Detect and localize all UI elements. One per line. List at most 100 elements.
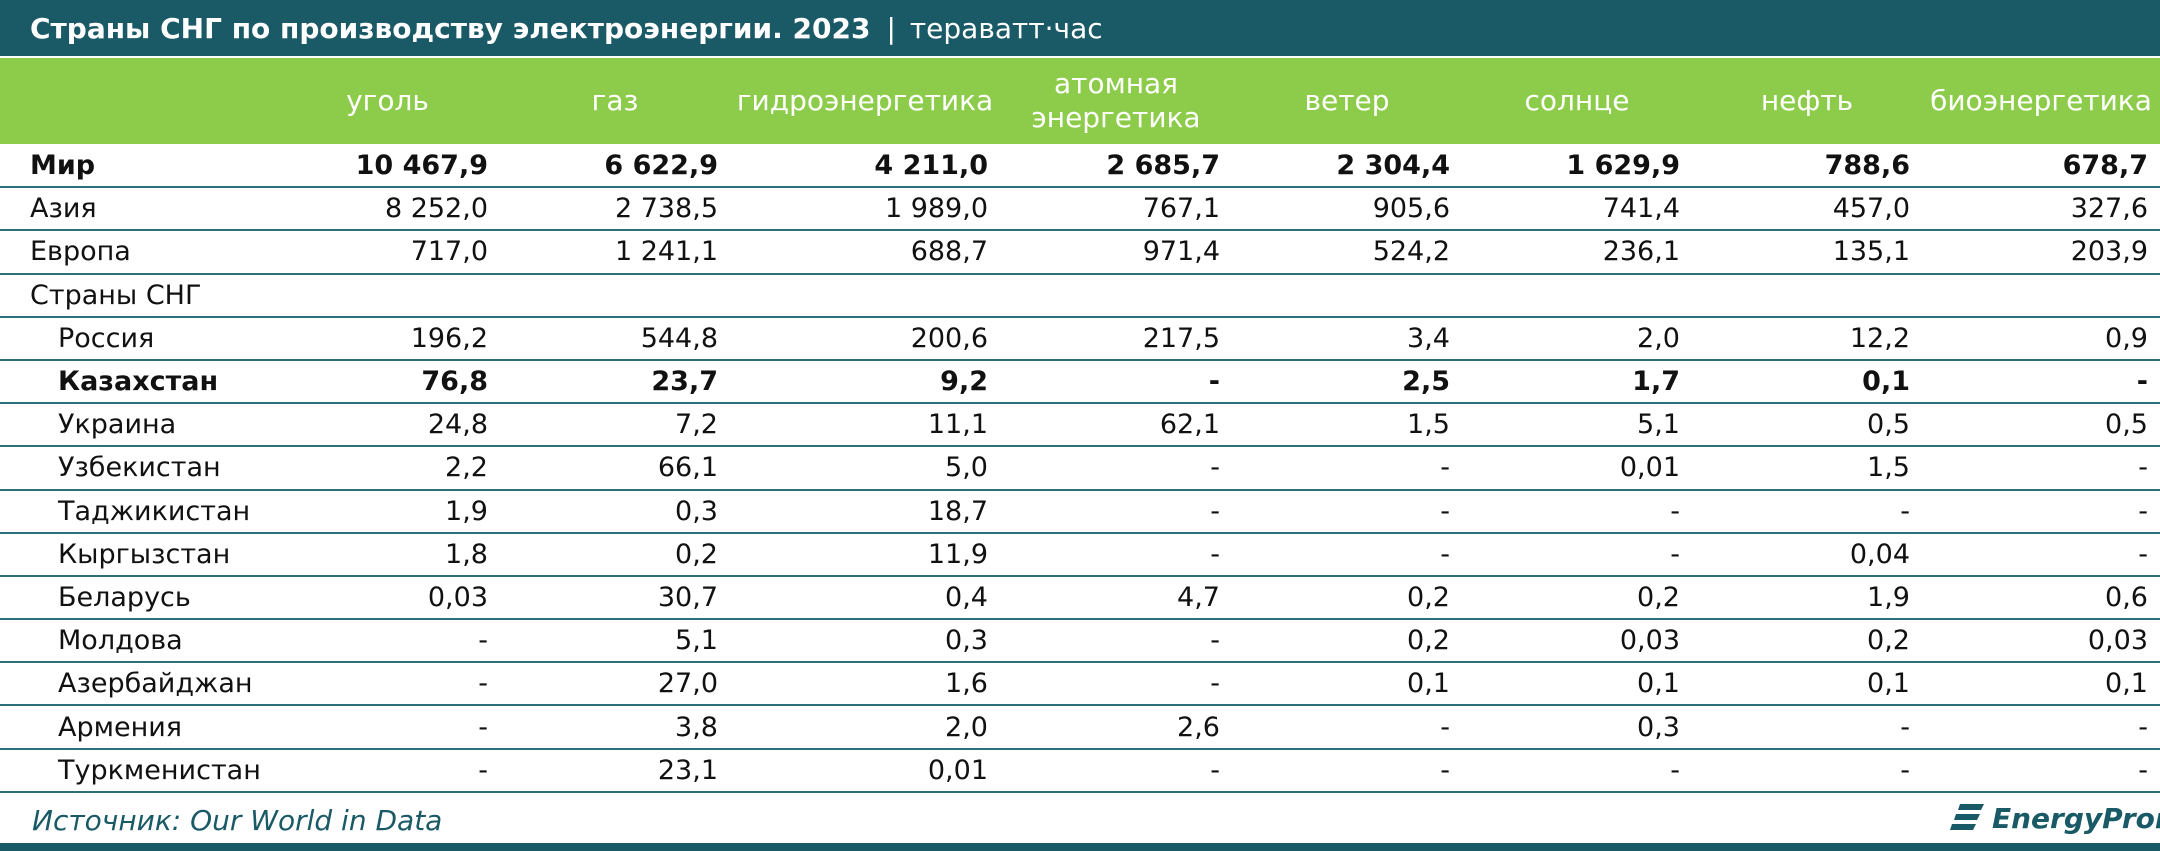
cell-wind — [1232, 273, 1462, 318]
data-table: Мир 10 467,9 6 622,9 4 211,0 2 685,7 2 304,4 1… — [0, 144, 2160, 793]
cell-nuclear: - — [1000, 619, 1232, 664]
cell-hydro: 1 989,0 — [730, 187, 1000, 232]
cell-coal: 1,8 — [275, 532, 500, 577]
cell-oil: 788,6 — [1692, 144, 1922, 189]
cell-oil: 0,1 — [1692, 359, 1922, 405]
row-label: Молдова — [0, 619, 275, 664]
cell-wind: 0,2 — [1232, 619, 1462, 664]
cell-nuclear: 217,5 — [1000, 316, 1232, 361]
cell-nuclear: - — [1000, 748, 1232, 793]
cell-wind: - — [1232, 748, 1462, 793]
column-header-hydro: гидроэнергетика — [736, 84, 994, 117]
title-bar: Страны СНГ по производству электроэнерги… — [0, 0, 2160, 56]
cell-nuclear: 2 685,7 — [1000, 144, 1232, 189]
column-header-coal: уголь — [346, 84, 429, 117]
cell-gas: 2 738,5 — [500, 187, 730, 232]
cell-coal — [275, 273, 500, 318]
cell-solar: 0,01 — [1462, 446, 1692, 491]
cell-solar: 1,7 — [1462, 359, 1692, 405]
cell-solar: 5,1 — [1462, 403, 1692, 448]
cell-wind: 2,5 — [1232, 359, 1462, 405]
cell-bio: 327,6 — [1922, 187, 2160, 232]
cell-gas: 0,2 — [500, 532, 730, 577]
cell-nuclear: - — [1000, 532, 1232, 577]
row-label: Европа — [0, 230, 275, 275]
row-label: Казахстан — [0, 359, 275, 405]
cell-bio: 678,7 — [1922, 144, 2160, 189]
cell-solar: 741,4 — [1462, 187, 1692, 232]
logo-text: EnergyProm — [1992, 801, 2160, 835]
cell-nuclear: 62,1 — [1000, 403, 1232, 448]
cell-hydro: 0,4 — [730, 575, 1000, 621]
cell-hydro: 0,3 — [730, 619, 1000, 664]
column-header-wind: ветер — [1304, 84, 1390, 117]
cell-nuclear: - — [1000, 662, 1232, 707]
cell-oil — [1692, 273, 1922, 318]
cell-nuclear: - — [1000, 359, 1232, 405]
cell-gas: 3,8 — [500, 705, 730, 750]
cell-solar: 0,1 — [1462, 662, 1692, 707]
cell-oil: 0,5 — [1692, 403, 1922, 448]
source-note: Источник: Our World in Data — [32, 804, 443, 837]
energyprom-logo-icon — [1950, 804, 1984, 830]
cell-nuclear: 767,1 — [1000, 187, 1232, 232]
cell-coal: 76,8 — [275, 359, 500, 405]
title-unit: тераватт·час — [909, 11, 1103, 45]
cell-bio — [1922, 273, 2160, 318]
energyprom-logo: EnergyProm — [1950, 800, 2160, 836]
cell-bio: 0,6 — [1922, 575, 2160, 621]
column-header-solar: солнце — [1524, 84, 1630, 117]
cell-bio: 203,9 — [1922, 230, 2160, 275]
cell-hydro: 1,6 — [730, 662, 1000, 707]
cell-gas: 5,1 — [500, 619, 730, 664]
table-row: Туркменистан -23,1 0,01- - - - - — [0, 748, 2160, 793]
cell-gas: 23,1 — [500, 748, 730, 793]
table-row: Мир 10 467,9 6 622,9 4 211,0 2 685,7 2 304,4 1… — [0, 144, 2160, 189]
cell-oil: 12,2 — [1692, 316, 1922, 361]
cell-hydro: 18,7 — [730, 489, 1000, 534]
cell-bio: - — [1922, 532, 2160, 577]
row-label: Беларусь — [0, 575, 275, 621]
table-row: Таджикистан 1,9 0,3 18,7- - - - - — [0, 489, 2160, 534]
table-row: Узбекистан 2,2 66,1 5,0- -0,01 1,5- — [0, 446, 2160, 491]
cell-oil: 1,5 — [1692, 446, 1922, 491]
cell-oil: 0,2 — [1692, 619, 1922, 664]
cell-bio: - — [1922, 705, 2160, 750]
column-header-row: уголь газ гидроэнергетика атомная энерге… — [0, 56, 2160, 144]
cell-oil: - — [1692, 705, 1922, 750]
cell-gas: 1 241,1 — [500, 230, 730, 275]
cell-wind: 3,4 — [1232, 316, 1462, 361]
row-label: Азербайджан — [0, 662, 275, 707]
cell-oil: 457,0 — [1692, 187, 1922, 232]
cell-bio: - — [1922, 446, 2160, 491]
cell-oil: 135,1 — [1692, 230, 1922, 275]
cell-oil: 0,04 — [1692, 532, 1922, 577]
table-row: Беларусь 0,03 30,7 0,4 4,7 0,2 0,2 1,9 0,6 — [0, 575, 2160, 621]
cell-hydro: 5,0 — [730, 446, 1000, 491]
cell-nuclear: 2,6 — [1000, 705, 1232, 750]
cell-coal: - — [275, 748, 500, 793]
cell-nuclear: 971,4 — [1000, 230, 1232, 275]
cell-coal: - — [275, 619, 500, 664]
column-header-bio: биоэнергетика — [1930, 84, 2152, 117]
cell-solar: - — [1462, 532, 1692, 577]
cell-hydro: 11,1 — [730, 403, 1000, 448]
cell-wind: 905,6 — [1232, 187, 1462, 232]
cell-oil: - — [1692, 489, 1922, 534]
cell-gas: 7,2 — [500, 403, 730, 448]
column-header-nuclear: атомная энергетика — [1031, 67, 1201, 134]
cell-coal: - — [275, 705, 500, 750]
cell-wind: 524,2 — [1232, 230, 1462, 275]
cell-hydro: 0,01 — [730, 748, 1000, 793]
cell-solar: 236,1 — [1462, 230, 1692, 275]
cell-wind: - — [1232, 446, 1462, 491]
page-title: Страны СНГ по производству электроэнерги… — [30, 11, 871, 45]
table-row: Молдова -5,1 0,3-0,2 0,03 0,2 0,03 — [0, 619, 2160, 664]
cell-hydro: 4 211,0 — [730, 144, 1000, 189]
cell-bio: - — [1922, 748, 2160, 793]
cell-gas: 23,7 — [500, 359, 730, 405]
table-row: Страны СНГ — [0, 273, 2160, 318]
table-row: Россия 196,2 544,8 200,6 217,5 3,4 2,0 12,2 0,9 — [0, 316, 2160, 361]
title-separator: | — [886, 11, 896, 45]
cell-wind: 1,5 — [1232, 403, 1462, 448]
